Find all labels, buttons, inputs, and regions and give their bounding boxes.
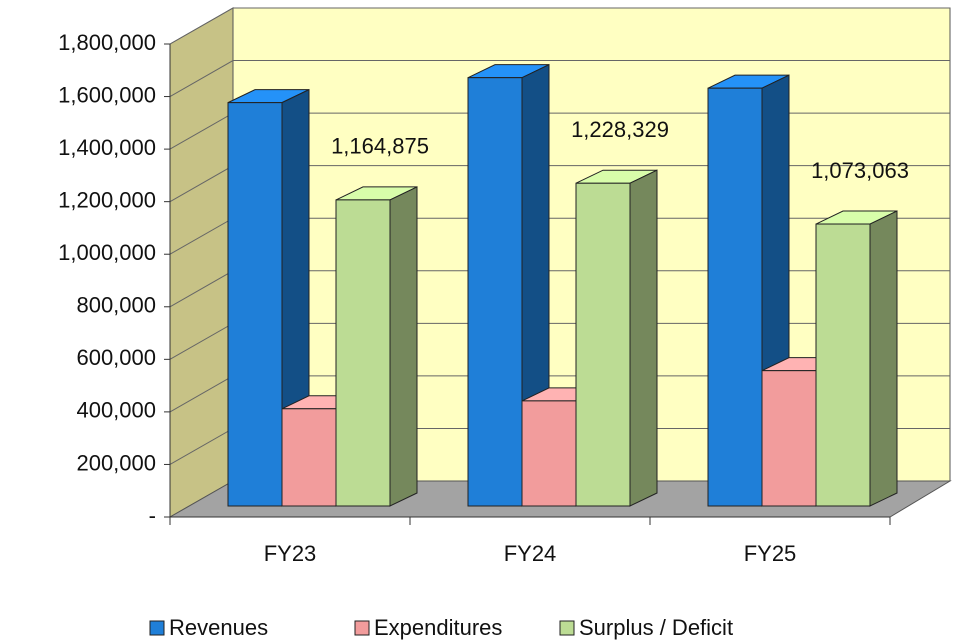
bar-group bbox=[707, 74, 898, 507]
x-tick-label: FY24 bbox=[504, 541, 557, 566]
bar bbox=[281, 408, 337, 507]
y-tick-label: 1,800,000 bbox=[58, 30, 156, 55]
y-tick-label: 800,000 bbox=[76, 293, 156, 318]
legend-swatch bbox=[149, 620, 165, 636]
bar bbox=[335, 199, 391, 507]
grid-line bbox=[169, 60, 950, 97]
x-tick-label: FY25 bbox=[744, 541, 797, 566]
bar bbox=[467, 77, 523, 507]
legend-label: Surplus / Deficit bbox=[579, 615, 733, 640]
bar bbox=[227, 102, 283, 507]
y-tick-label: 1,600,000 bbox=[58, 82, 156, 107]
bar bbox=[521, 400, 577, 507]
bar-side bbox=[629, 169, 658, 507]
legend-swatch bbox=[354, 620, 370, 636]
bar-group bbox=[467, 63, 658, 507]
bar-side bbox=[389, 186, 418, 507]
data-label: 1,164,875 bbox=[331, 134, 429, 159]
y-tick-label: 1,400,000 bbox=[58, 135, 156, 160]
y-tick-label: 400,000 bbox=[76, 398, 156, 423]
legend-label: Expenditures bbox=[374, 615, 502, 640]
side-wall bbox=[169, 7, 234, 518]
data-label: 1,073,063 bbox=[811, 158, 909, 183]
y-tick-label: 200,000 bbox=[76, 450, 156, 475]
bar-group bbox=[227, 88, 418, 507]
y-tick-label: - bbox=[149, 503, 156, 528]
y-tick-label: 1,000,000 bbox=[58, 240, 156, 265]
bar bbox=[761, 370, 817, 507]
grid-line bbox=[169, 7, 950, 45]
y-tick-label: 600,000 bbox=[76, 345, 156, 370]
legend-swatch bbox=[559, 620, 575, 636]
bar bbox=[707, 87, 763, 507]
legend-label: Revenues bbox=[169, 615, 268, 640]
x-tick-label: FY23 bbox=[264, 541, 317, 566]
y-tick-label: 1,200,000 bbox=[58, 187, 156, 212]
bar bbox=[815, 223, 871, 507]
data-label: 1,228,329 bbox=[571, 117, 669, 142]
bar bbox=[575, 182, 631, 507]
bar-side bbox=[869, 210, 898, 507]
